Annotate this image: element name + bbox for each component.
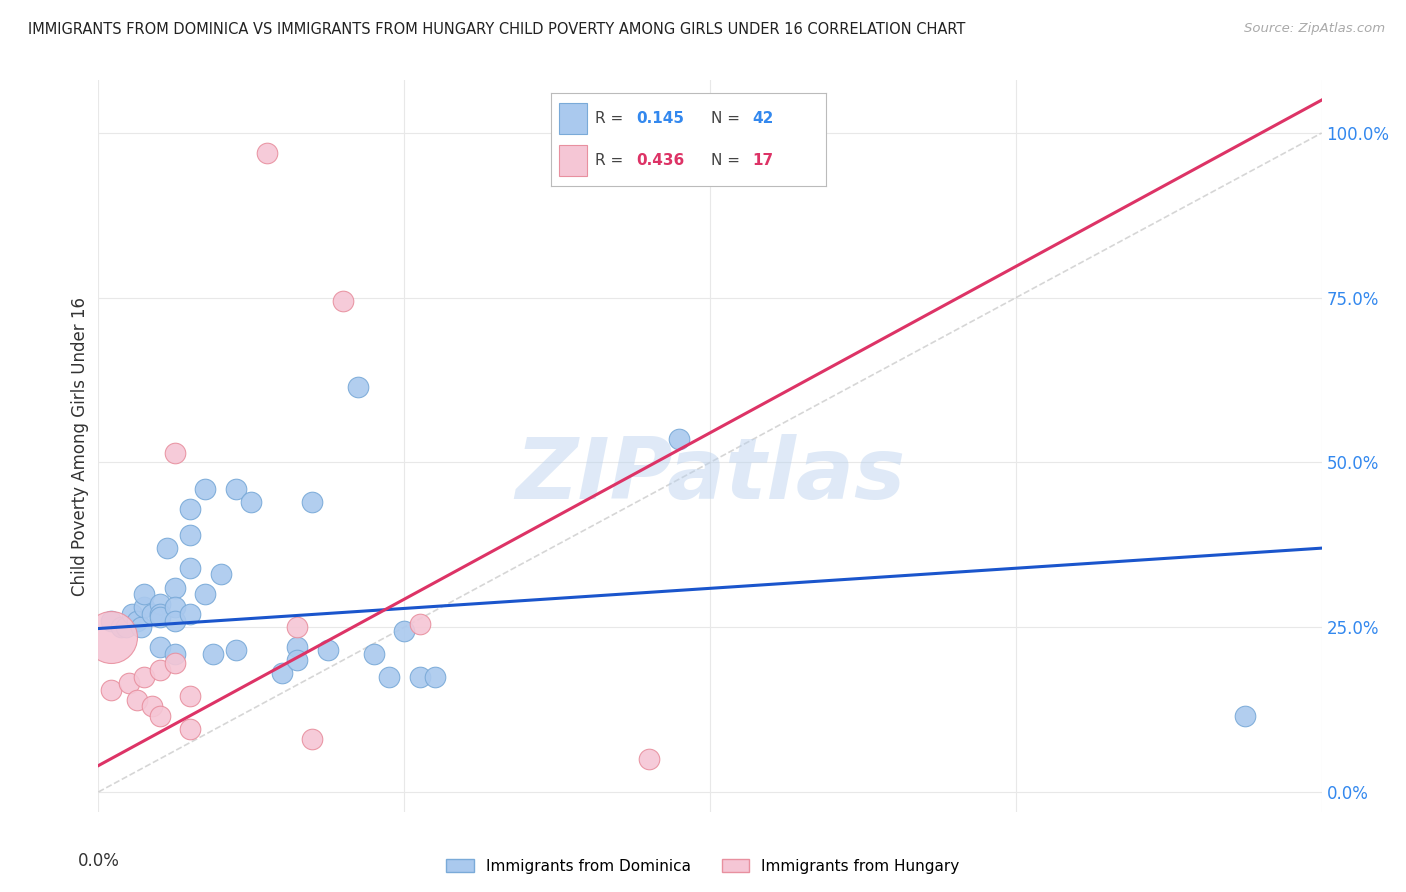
Point xyxy=(285,653,308,667)
Text: ZIPatlas: ZIPatlas xyxy=(515,434,905,516)
Point xyxy=(156,541,179,556)
Text: IMMIGRANTS FROM DOMINICA VS IMMIGRANTS FROM HUNGARY CHILD POVERTY AMONG GIRLS UN: IMMIGRANTS FROM DOMINICA VS IMMIGRANTS F… xyxy=(28,22,966,37)
Point xyxy=(149,640,172,654)
Point xyxy=(179,561,201,575)
Point xyxy=(363,647,385,661)
Point xyxy=(332,293,354,308)
Y-axis label: Child Poverty Among Girls Under 16: Child Poverty Among Girls Under 16 xyxy=(70,296,89,596)
Point xyxy=(100,630,122,644)
Point xyxy=(202,647,225,661)
Legend: Immigrants from Dominica, Immigrants from Hungary: Immigrants from Dominica, Immigrants fro… xyxy=(440,853,966,880)
Point xyxy=(1234,709,1257,723)
Point xyxy=(194,482,217,496)
Point xyxy=(100,682,122,697)
Point xyxy=(179,723,201,737)
Point xyxy=(141,699,163,714)
Point xyxy=(225,643,247,657)
Text: 0.0%: 0.0% xyxy=(77,852,120,870)
Point xyxy=(121,607,143,621)
Point xyxy=(270,666,294,681)
Point xyxy=(163,581,186,595)
Point xyxy=(179,501,201,516)
Point xyxy=(225,482,247,496)
Point xyxy=(423,670,446,684)
Point xyxy=(179,528,201,542)
Point xyxy=(134,600,156,615)
Point xyxy=(149,663,172,677)
Point xyxy=(194,587,217,601)
Point xyxy=(163,445,186,459)
Point xyxy=(100,614,122,628)
Point xyxy=(125,692,148,706)
Point xyxy=(408,616,430,631)
Point xyxy=(163,647,186,661)
Point xyxy=(668,433,690,447)
Point xyxy=(149,610,172,624)
Point xyxy=(301,495,323,509)
Point xyxy=(149,597,172,611)
Point xyxy=(347,380,370,394)
Point xyxy=(141,607,163,621)
Point xyxy=(637,752,661,766)
Point xyxy=(408,670,430,684)
Point xyxy=(125,614,148,628)
Point xyxy=(209,567,232,582)
Point xyxy=(316,643,339,657)
Point xyxy=(163,614,186,628)
Point xyxy=(110,620,132,634)
Point xyxy=(285,640,308,654)
Point xyxy=(179,607,201,621)
Point xyxy=(149,709,172,723)
Point xyxy=(285,620,308,634)
Point xyxy=(163,657,186,671)
Point xyxy=(118,676,141,690)
Point xyxy=(149,607,172,621)
Point xyxy=(256,145,278,160)
Point xyxy=(179,690,201,704)
Point xyxy=(378,670,401,684)
Point xyxy=(134,670,156,684)
Point xyxy=(301,732,323,747)
Point xyxy=(134,587,156,601)
Text: Source: ZipAtlas.com: Source: ZipAtlas.com xyxy=(1244,22,1385,36)
Point xyxy=(129,620,152,634)
Point xyxy=(392,624,416,638)
Point xyxy=(115,620,138,634)
Point xyxy=(240,495,263,509)
Point xyxy=(163,600,186,615)
